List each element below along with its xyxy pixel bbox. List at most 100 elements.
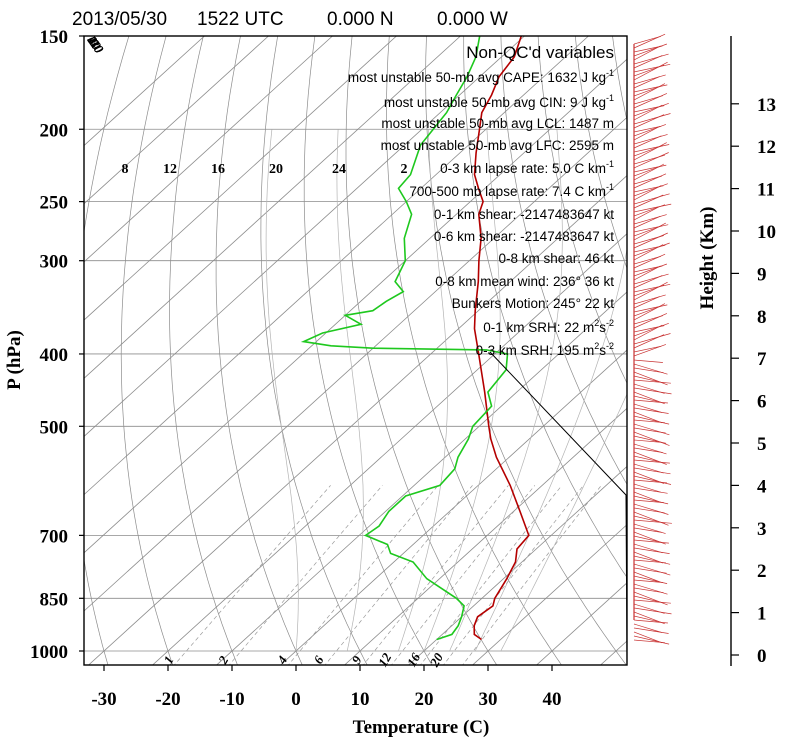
moist-adiabat-line (336, 129, 364, 652)
wind-barb (633, 367, 664, 374)
wind-barb (633, 567, 667, 574)
pressure-tick-label: 150 (40, 27, 69, 48)
wind-barb (633, 563, 671, 576)
upper-mixing-ratio-label: 24 (332, 162, 346, 177)
wind-barb (633, 113, 671, 125)
dry-adiabat-line (425, 36, 627, 665)
stats-line: 0-8 km shear: 46 kt (498, 251, 614, 266)
wind-barb (633, 45, 661, 61)
wind-barb (633, 403, 662, 413)
wind-barb (633, 43, 668, 57)
wind-barb (633, 206, 659, 221)
mixing-ratio-line (362, 485, 509, 665)
height-tick-label: 4 (757, 476, 767, 497)
dry-adiabat-line (260, 36, 368, 665)
mixing-ratio-line (287, 485, 439, 665)
y-axis-label: P (hPa) (4, 330, 25, 390)
wind-barb (633, 265, 661, 281)
wind-barb (633, 313, 668, 329)
dewpoint-profile-line (300, 36, 509, 641)
height-tick-label: 2 (757, 561, 767, 582)
wind-barb (633, 134, 668, 145)
wind-barb (633, 273, 669, 285)
wind-barb (633, 411, 663, 424)
wind-barb (633, 263, 668, 277)
mixing-ratio-label: 6 (310, 653, 326, 667)
wind-barb (633, 93, 668, 109)
isotherm-line (280, 349, 627, 665)
upper-mixing-ratio-label: 12 (163, 162, 177, 177)
height-tick-label: 13 (757, 95, 776, 116)
wind-barb (633, 173, 667, 189)
wind-barb (633, 294, 666, 305)
dry-adiabat-line (687, 36, 789, 667)
wind-barb (633, 507, 665, 514)
stats-line: 0-6 km shear: -2147483647 kt (434, 229, 614, 244)
panel-connector-line (489, 351, 628, 666)
wind-barb (633, 53, 669, 65)
height-tick-label: 0 (757, 646, 767, 667)
wind-barbs (633, 33, 672, 645)
wind-barb (633, 607, 672, 615)
stats-line: 0-8 km mean wind: 236° 36 kt (435, 274, 614, 289)
wind-barb (633, 395, 662, 403)
wind-barb (633, 487, 668, 494)
wind-barb (633, 242, 670, 257)
wind-barb (633, 479, 667, 484)
pressure-tick-label: 850 (40, 589, 69, 610)
wind-barb (633, 215, 661, 229)
height-tick-label: 10 (757, 222, 776, 243)
isotherm-line (84, 58, 627, 554)
mixing-ratio-label: 16 (404, 650, 424, 669)
wind-barb (633, 63, 671, 73)
wind-barb (633, 84, 668, 93)
wind-barb (633, 296, 660, 309)
wind-barb (633, 303, 666, 321)
temperature-tick-label: -10 (219, 689, 244, 710)
wind-barb (633, 204, 666, 217)
wind-barb (633, 431, 670, 446)
dry-adiabat-line (500, 36, 627, 486)
wind-barb (633, 142, 667, 161)
height-tick-label: 11 (757, 180, 775, 201)
upper-mixing-ratio-label: 2 (401, 162, 408, 177)
wind-barb (633, 304, 668, 313)
stats-line: 700-500 mb lapse rate: 7.4 C km-1 (409, 182, 614, 199)
wind-barb (633, 623, 662, 633)
dry-adiabat-line (650, 36, 789, 667)
wind-barb (633, 345, 662, 353)
wind-barb (633, 447, 663, 453)
mixing-ratio-line (324, 485, 473, 665)
wind-barb (633, 491, 662, 503)
wind-barb (633, 423, 670, 436)
mixing-ratio-label: 9 (348, 653, 364, 667)
temperature-tick-label: 10 (351, 689, 370, 710)
wind-barb (633, 619, 668, 624)
height-tick-label: 1 (757, 604, 767, 625)
header-date: 2013/05/30 (72, 9, 167, 30)
wind-barb (633, 193, 670, 205)
height-axis-label: Height (Km) (697, 207, 718, 310)
stats-line: 0-1 km SRH: 22 m2s-2 (483, 318, 614, 335)
dry-adiabat-line (574, 36, 627, 270)
temperature-tick-label: -30 (91, 689, 116, 710)
height-tick-label: 3 (757, 519, 767, 540)
upper-mixing-ratio-label: 20 (269, 162, 283, 177)
wind-barb (633, 387, 672, 395)
wind-barb (633, 407, 669, 414)
pressure-tick-label: 300 (40, 252, 69, 273)
wind-barb (633, 61, 668, 81)
mixing-ratio-line (228, 485, 383, 665)
height-tick-label: 8 (757, 307, 767, 328)
wind-barb (633, 232, 668, 249)
temperature-axis: -30 -20 -10 0 10 20 30 40 (91, 665, 562, 710)
isotherm-line (84, 36, 461, 379)
stats-line: most unstable 50-mb avg LFC: 2595 m (381, 138, 614, 153)
mixing-ratio-label: 20 (426, 650, 446, 670)
wind-barb (633, 615, 662, 623)
mixing-ratio-line (462, 485, 602, 665)
wind-barb (633, 144, 670, 153)
temperature-tick-label: 30 (479, 689, 498, 710)
